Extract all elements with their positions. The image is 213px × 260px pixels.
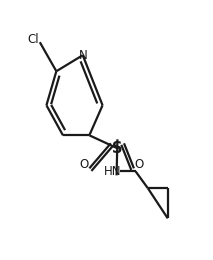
Text: HN: HN [104,165,121,178]
Text: O: O [80,158,89,171]
Text: O: O [134,158,144,171]
Text: N: N [78,49,87,62]
Text: Cl: Cl [27,33,39,46]
Text: S: S [112,141,123,156]
